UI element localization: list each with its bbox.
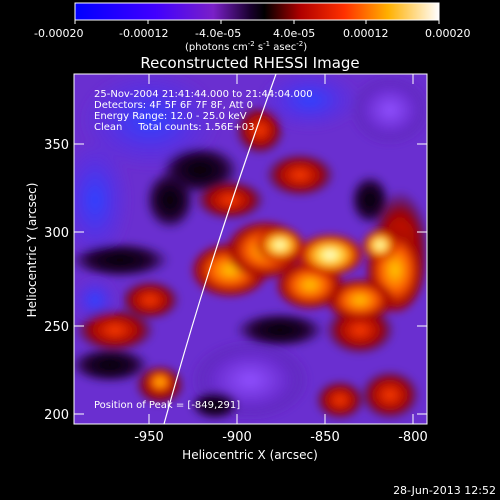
colorbar-units-label: (photons cm-2 s-1 asec-2) bbox=[185, 40, 307, 53]
y-axis-label: Heliocentric Y (arcsec) bbox=[25, 183, 39, 318]
info-clean-counts: Clean Total counts: 1.56E+03 bbox=[94, 122, 254, 133]
footer-timestamp: 28-Jun-2013 12:52 bbox=[393, 484, 496, 497]
y-axis bbox=[74, 143, 427, 415]
y-tick-label: 300 bbox=[44, 226, 69, 241]
colorbar-tick-label: -0.00012 bbox=[119, 27, 168, 40]
solar-limb-line bbox=[163, 74, 277, 424]
x-axis-label: Heliocentric X (arcsec) bbox=[182, 448, 318, 462]
colorbar-ticks bbox=[74, 20, 440, 24]
x-tick-label: -850 bbox=[310, 430, 340, 445]
x-tick-label: -950 bbox=[134, 430, 164, 445]
info-detectors: Detectors: 4F 5F 6F 7F 8F, Att 0 bbox=[94, 100, 253, 111]
y-tick-label: 200 bbox=[44, 408, 69, 423]
info-energy-range: Energy Range: 12.0 - 25.0 keV bbox=[94, 111, 247, 122]
y-tick-label: 250 bbox=[44, 320, 69, 335]
colorbar-tick-label: -4.0e-05 bbox=[195, 27, 241, 40]
colorbar-gradient bbox=[74, 2, 440, 21]
x-tick-label: -800 bbox=[398, 430, 428, 445]
rhessi-image bbox=[74, 74, 427, 424]
colorbar-tick-label: 0.00020 bbox=[425, 27, 471, 40]
peak-position-label: Position of Peak = [-849,291] bbox=[94, 400, 240, 411]
x-axis bbox=[148, 74, 414, 424]
y-tick-label: 350 bbox=[44, 138, 69, 153]
colorbar: -0.00020 -0.00012 -4.0e-05 4.0e-05 0.000… bbox=[34, 2, 471, 53]
colorbar-tick-label: 0.00012 bbox=[343, 27, 389, 40]
colorbar-tick-label: -0.00020 bbox=[34, 27, 83, 40]
observation-info: 25-Nov-2004 21:41:44.000 to 21:44:04.000… bbox=[94, 89, 313, 133]
plot-title: Reconstructed RHESSI Image bbox=[140, 54, 359, 72]
info-time-range: 25-Nov-2004 21:41:44.000 to 21:44:04.000 bbox=[94, 89, 313, 100]
plot-frame bbox=[73, 73, 428, 425]
x-tick-label: -900 bbox=[222, 430, 252, 445]
colorbar-tick-label: 4.0e-05 bbox=[273, 27, 315, 40]
